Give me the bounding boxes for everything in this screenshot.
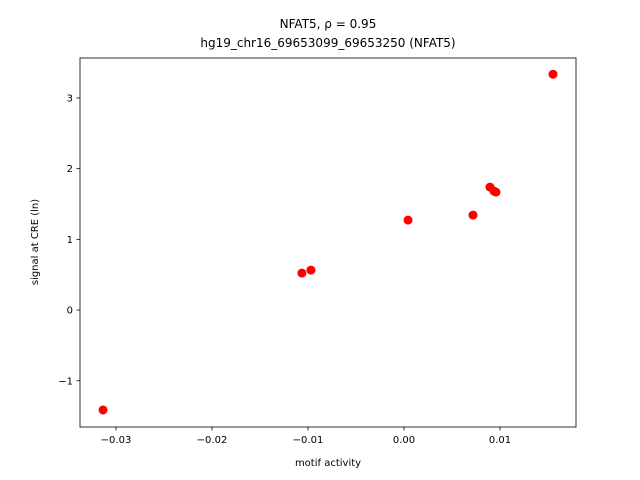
x-tick-label: −0.03: [101, 435, 132, 446]
y-tick-label: 2: [67, 164, 73, 175]
point: [491, 187, 501, 197]
chart-title: NFAT5, ρ = 0.95: [280, 17, 377, 31]
point: [468, 210, 478, 220]
point: [297, 268, 307, 278]
x-tick-label: 0.00: [393, 435, 415, 446]
y-tick-label: 3: [67, 93, 73, 104]
point: [306, 265, 316, 275]
x-tick-label: −0.01: [293, 435, 324, 446]
chart-subtitle: hg19_chr16_69653099_69653250 (NFAT5): [200, 36, 455, 50]
plot-frame: [79, 57, 577, 428]
x-axis-label: motif activity: [295, 458, 361, 469]
point: [403, 215, 413, 225]
y-tick-label: 1: [67, 235, 73, 246]
y-tick-label: 0: [67, 306, 73, 317]
x-tick-label: 0.01: [489, 435, 511, 446]
x-tick-label: −0.02: [197, 435, 228, 446]
y-axis-label: signal at CRE (ln): [30, 199, 41, 285]
point: [98, 405, 108, 415]
point: [548, 69, 558, 79]
y-tick-label: −1: [58, 376, 73, 387]
